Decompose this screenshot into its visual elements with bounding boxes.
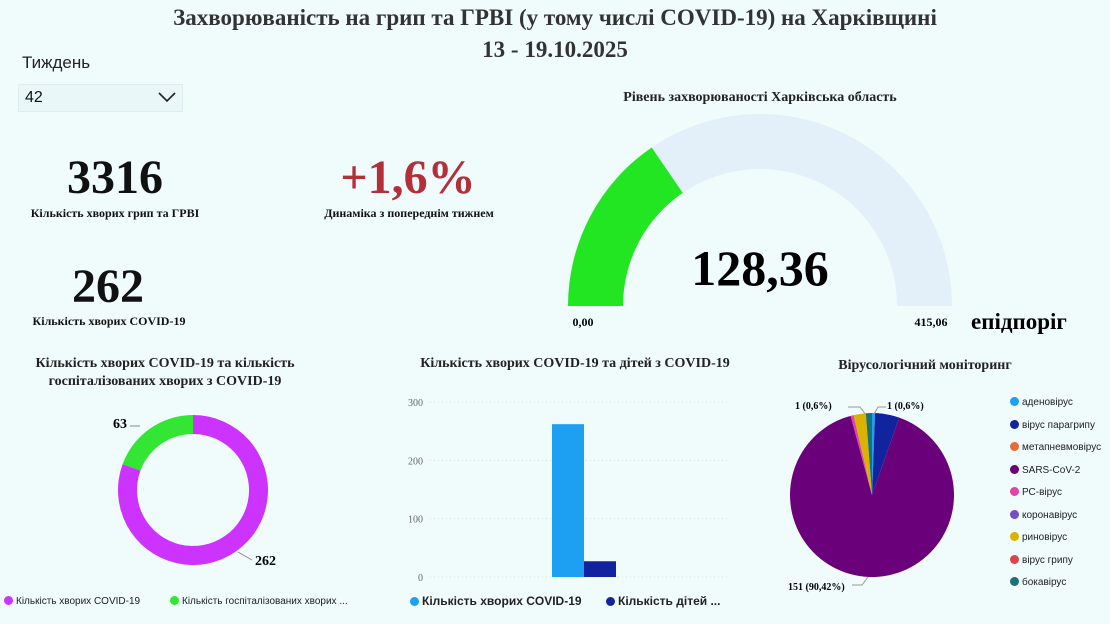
gauge-max-label: 415,06 <box>915 315 948 329</box>
covid-count-label: Кількість хворих COVID-19 <box>32 314 186 328</box>
legend-dot-icon <box>1010 577 1019 586</box>
bar-ytick-label: 200 <box>408 456 423 467</box>
virus-legend: аденовірус вірус парагрипу метапневмовірус… <box>1010 397 1110 600</box>
virus-legend-label: метапневмовірус <box>1022 442 1102 453</box>
donut-data-label: 262 <box>255 554 276 569</box>
virus-legend-item[interactable]: РС-вірус <box>1010 487 1110 510</box>
virus-legend-item[interactable]: бокавірус <box>1010 577 1110 600</box>
bar-rect <box>552 424 584 577</box>
bar-legend-item-children[interactable]: Кількість дітей ... <box>606 594 720 608</box>
legend-dot-icon <box>1010 509 1019 519</box>
virus-leader-line <box>873 406 886 415</box>
virus-legend-label: РС-вірус <box>1022 487 1062 498</box>
legend-dot-icon <box>1010 397 1019 406</box>
gauge-target-label: епідпоріг <box>971 309 1067 334</box>
virus-pie-chart: 1 (0,6%) 1 (0,6%) 151 (90,42%) <box>788 401 954 593</box>
virus-legend-item[interactable]: вірус парагрипу <box>1010 419 1110 443</box>
donut-slice <box>122 415 193 471</box>
legend-dot-icon <box>1010 554 1019 564</box>
virus-pie-slice <box>853 413 872 495</box>
legend-dot-icon <box>1010 532 1019 541</box>
gauge-chart: 128,36 0,00 415,06 епідпоріг <box>568 114 1067 334</box>
donut-data-label: 63 <box>113 417 127 432</box>
dynamics-label: Динаміка з попереднім тижнем <box>324 206 494 220</box>
virus-legend-label: SARS-CoV-2 <box>1022 464 1081 476</box>
virus-data-label: 1 (0,6%) <box>795 401 832 412</box>
virus-pie-slice <box>865 413 872 495</box>
virus-legend-item[interactable]: метапневмовірус <box>1010 442 1110 465</box>
virus-legend-label: вірус грипу <box>1022 554 1073 566</box>
page-date-range: 13 - 19.10.2025 <box>482 37 628 62</box>
bar-rect <box>584 561 616 577</box>
legend-dot-icon <box>1010 442 1019 451</box>
covid-count-value: 262 <box>72 260 144 313</box>
virus-legend-label: вірус парагрипу <box>1022 419 1095 431</box>
legend-dot-icon <box>410 597 419 606</box>
bar-ytick-label: 100 <box>408 515 423 526</box>
virus-leader-line <box>848 406 867 416</box>
bar-ytick-label: 300 <box>408 398 423 409</box>
virus-legend-item[interactable]: риновірус <box>1010 532 1110 555</box>
virus-legend-item[interactable]: вірус грипу <box>1010 554 1110 578</box>
legend-dot-icon <box>1010 419 1019 429</box>
virus-legend-label: аденовірус <box>1022 397 1073 408</box>
virus-legend-label: коронавірус <box>1022 509 1078 521</box>
virus-pie-slice <box>872 413 876 495</box>
virus-data-label: 1 (0,6%) <box>887 401 924 412</box>
gauge-min-label: 0,00 <box>573 315 594 329</box>
legend-dot-icon <box>606 597 615 606</box>
virus-pie-slice <box>850 415 872 495</box>
legend-dot-icon <box>1010 487 1019 496</box>
virus-legend-item[interactable]: коронавірус <box>1010 509 1110 533</box>
gauge-fill <box>568 147 683 306</box>
chevron-down-icon <box>158 92 176 103</box>
bar-title: Кількість хворих COVID-19 та дітей з COV… <box>420 356 730 371</box>
legend-dot-icon <box>170 596 179 605</box>
bar-legend-item-covid[interactable]: Кількість хворих COVID-19 <box>410 594 582 608</box>
legend-dot-icon <box>1010 464 1019 474</box>
donut-title: Кількість хворих COVID-19 та кількість г… <box>35 356 295 389</box>
gauge-value-label: 128,36 <box>691 240 829 296</box>
page-title: Захворюваність на грип та ГРВІ (у тому ч… <box>173 5 937 30</box>
virus-legend-label: бокавірус <box>1022 577 1067 588</box>
legend-dot-icon <box>4 596 13 605</box>
bar-ytick-label: 0 <box>418 573 423 584</box>
virus-legend-item[interactable]: SARS-CoV-2 <box>1010 464 1110 488</box>
week-slicer-dropdown[interactable]: 42 <box>18 84 183 112</box>
donut-legend-item-hospitalized[interactable]: Кількість госпіталізованих хворих ... <box>170 596 348 607</box>
week-slicer-value: 42 <box>25 89 43 106</box>
gauge-track <box>568 114 952 306</box>
dynamics-value: +1,6% <box>340 151 476 204</box>
virus-legend-label: риновірус <box>1022 532 1068 543</box>
donut-legend-item-covid[interactable]: Кількість хворих COVID-19 <box>4 596 140 607</box>
flu-count-value: 3316 <box>67 151 163 204</box>
virus-leader-line <box>852 576 869 586</box>
gauge-title: Рівень захворюваності Харківська область <box>623 90 897 105</box>
virus-legend-item[interactable]: аденовірус <box>1010 397 1110 420</box>
donut-leader-line <box>237 551 253 561</box>
flu-count-label: Кількість хворих грип та ГРВІ <box>30 206 200 220</box>
virus-pie-slice <box>872 413 900 495</box>
virus-data-label: 151 (90,42%) <box>788 582 845 593</box>
virus-pie-title: Вірусологічний моніторинг <box>838 358 1012 373</box>
bar-chart: 0 100 200 300 <box>408 398 730 584</box>
week-slicer-label: Тиждень <box>22 53 91 72</box>
donut-chart: 63 262 <box>113 415 276 569</box>
virus-pie-slice <box>790 415 954 577</box>
